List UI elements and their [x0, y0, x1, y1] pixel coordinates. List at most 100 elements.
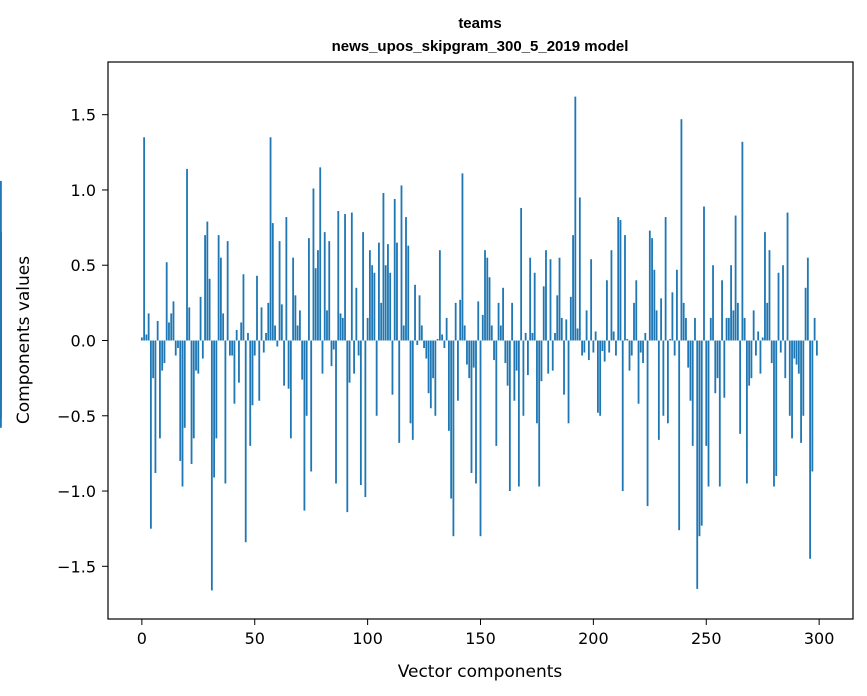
- bar: [653, 269, 656, 341]
- bar: [278, 241, 281, 341]
- bar: [707, 340, 710, 487]
- bar: [319, 167, 322, 341]
- bar: [678, 340, 681, 531]
- bar: [624, 235, 626, 341]
- bar: [183, 340, 186, 428]
- chart-subtitle: news_upos_skipgram_300_5_2019 model: [332, 38, 629, 55]
- bar: [0, 180, 2, 341]
- bar: [642, 340, 644, 364]
- bar: [222, 313, 225, 341]
- bar: [694, 317, 696, 341]
- y-axis-label: Components values: [14, 256, 34, 424]
- bar: [332, 340, 335, 350]
- bar: [721, 280, 723, 341]
- bars-group: [0, 96, 818, 591]
- bar: [648, 230, 651, 341]
- bar: [687, 340, 690, 368]
- bar: [495, 340, 498, 446]
- bar: [463, 325, 466, 341]
- bar: [201, 340, 204, 359]
- bar: [445, 317, 448, 341]
- bar: [590, 259, 593, 341]
- bar: [249, 340, 252, 446]
- bar: [271, 223, 274, 341]
- bar: [565, 319, 568, 341]
- bar: [235, 329, 238, 341]
- bar: [359, 340, 362, 486]
- bar: [159, 340, 161, 439]
- bar: [761, 337, 764, 341]
- bar: [165, 262, 168, 341]
- bar: [481, 314, 484, 341]
- bar: [502, 287, 504, 341]
- bar: [682, 302, 685, 341]
- bar: [402, 325, 405, 341]
- bar: [411, 340, 414, 440]
- bar: [298, 310, 301, 341]
- bar: [811, 340, 814, 472]
- bar: [285, 217, 288, 341]
- bar: [231, 340, 234, 356]
- bar: [292, 257, 295, 341]
- bar: [238, 340, 240, 383]
- bar: [330, 340, 333, 367]
- bar: [398, 340, 401, 443]
- bar: [524, 332, 527, 341]
- bar: [276, 340, 279, 347]
- bar: [441, 334, 444, 341]
- bar: [450, 340, 453, 499]
- bar: [192, 340, 195, 439]
- bar: [143, 137, 146, 341]
- bar: [779, 340, 782, 353]
- bar: [389, 272, 392, 341]
- bar: [308, 238, 310, 341]
- bar: [156, 320, 159, 341]
- bar: [219, 257, 222, 341]
- bar: [233, 340, 236, 404]
- bar: [215, 340, 218, 439]
- bar: [775, 340, 778, 476]
- bar: [147, 313, 150, 341]
- bar: [768, 250, 771, 341]
- bar: [168, 322, 170, 341]
- bar: [766, 302, 769, 341]
- bar: [140, 337, 143, 341]
- y-axis-ticks: −1.5 −1.0 −0.5 0.0 0.5 1.0 1.5: [57, 106, 108, 576]
- bar: [357, 340, 360, 356]
- bar: [736, 302, 739, 341]
- bar: [326, 310, 328, 341]
- bar: [199, 296, 202, 341]
- bar: [414, 284, 416, 341]
- bar: [269, 137, 272, 341]
- bar: [224, 340, 227, 484]
- bar: [380, 302, 383, 341]
- x-tick-label: 50: [245, 629, 265, 648]
- bar: [170, 313, 173, 341]
- bar: [396, 242, 398, 341]
- bar: [391, 340, 394, 395]
- bar: [186, 168, 188, 341]
- bar: [393, 198, 396, 341]
- bar: [676, 269, 678, 341]
- bar: [145, 334, 148, 341]
- bar: [542, 286, 545, 341]
- bar: [244, 340, 247, 543]
- bar: [466, 340, 468, 365]
- bar: [784, 340, 787, 379]
- bar: [247, 332, 249, 341]
- bar: [0, 340, 2, 419]
- bar: [569, 296, 572, 341]
- bar: [490, 325, 493, 341]
- bar: [723, 340, 726, 398]
- bar: [556, 295, 559, 341]
- bar: [328, 241, 331, 341]
- bar: [531, 332, 534, 341]
- bar: [251, 340, 254, 406]
- bar: [504, 340, 507, 364]
- bar: [630, 340, 633, 356]
- bar: [691, 340, 694, 446]
- bar: [350, 212, 353, 341]
- bar: [513, 340, 516, 401]
- bar: [217, 235, 220, 341]
